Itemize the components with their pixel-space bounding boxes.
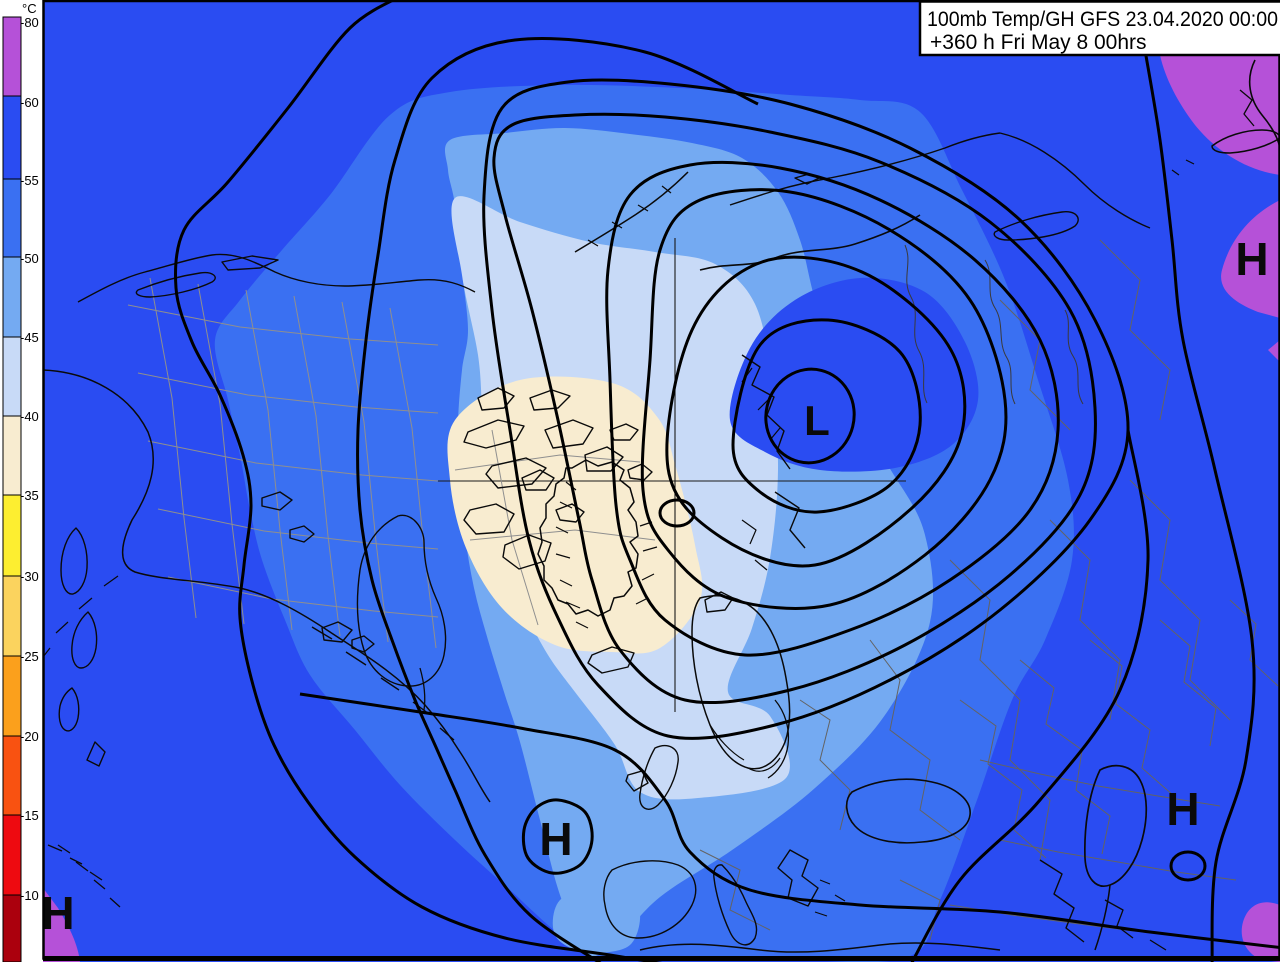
svg-text:H: H [539,813,572,865]
svg-text:L: L [804,397,830,444]
svg-text:-25: -25 [20,649,39,664]
svg-text:H: H [1166,783,1199,835]
svg-text:-45: -45 [20,330,39,345]
svg-text:-10: -10 [20,888,39,903]
svg-text:-50: -50 [20,251,39,266]
svg-text:°C: °C [22,1,37,16]
svg-text:H: H [41,887,74,939]
svg-text:-15: -15 [20,808,39,823]
svg-text:100mb Temp/GH GFS 23.04.2020 0: 100mb Temp/GH GFS 23.04.2020 00:00 [927,8,1278,31]
svg-text:-40: -40 [20,409,39,424]
svg-text:-55: -55 [20,173,39,188]
svg-text:-20: -20 [20,729,39,744]
svg-text:-30: -30 [20,569,39,584]
svg-text:-80: -80 [20,15,39,30]
svg-text:+360 h Fri May 8 00hrs: +360 h Fri May 8 00hrs [930,31,1147,54]
svg-text:-35: -35 [20,488,39,503]
svg-text:-60: -60 [20,95,39,110]
svg-text:H: H [1235,233,1268,285]
